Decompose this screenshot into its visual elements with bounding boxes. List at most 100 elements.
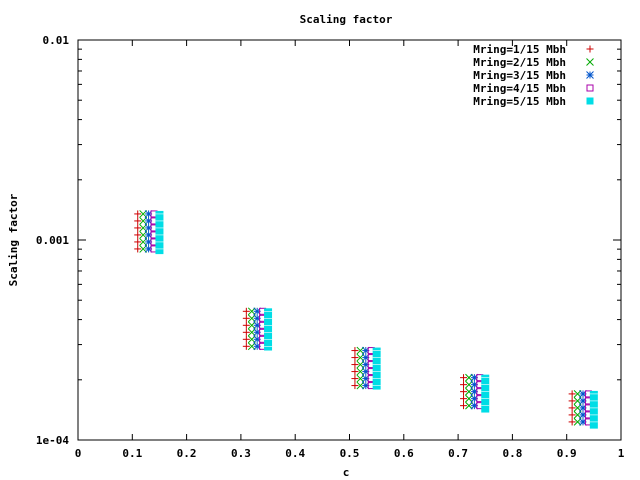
data-point [351,347,359,390]
series-3 [144,210,587,426]
data-points [134,210,598,429]
data-point-range [481,374,490,413]
legend-label: Mring=2/15 Mbh [473,56,566,69]
data-point-marker [247,328,256,337]
series-2 [139,210,582,426]
y-tick-label: 0.01 [43,34,70,47]
data-point-marker [134,224,142,232]
x-axis-label: c [343,466,350,479]
data-point-marker [351,354,359,362]
data-point-marker [139,224,148,232]
data-point-marker [465,380,473,389]
x-tick-label: 0 [75,447,82,460]
data-point-marker [465,394,473,403]
data-point [356,346,365,390]
data-point-marker [247,321,256,330]
data-point-marker [356,360,365,369]
data-point [460,374,468,410]
data-point-marker [139,210,148,218]
x-tick-label: 0.7 [448,447,468,460]
data-point [155,210,164,255]
y-tick-label: 1e-04 [36,434,69,447]
x-tick-label: 1 [618,447,625,460]
legend-label: Mring=4/15 Mbh [473,82,566,95]
data-point-marker [460,402,468,410]
data-point-marker [134,217,142,225]
x-tick-label: 0.2 [177,447,197,460]
x-tick-label: 0.4 [285,447,305,460]
data-point-range [372,347,381,390]
data-point-marker [247,342,256,351]
data-point-marker [573,411,582,419]
data-point-marker [351,368,359,376]
legend-marker [586,84,594,92]
data-point-marker [356,381,365,390]
data-point-marker [460,374,468,382]
data-point-marker [247,335,256,344]
data-point-marker [351,382,359,390]
data-point-marker [351,347,359,355]
data-point-marker [573,390,582,398]
data-point-marker [139,217,148,225]
x-ticks: 0 0.1 0.2 0.3 0.4 0.5 0.6 0.7 0.8 0.9 1 [75,40,625,460]
data-point-marker [356,346,365,355]
data-point-marker [139,245,148,253]
x-tick-label: 0.8 [502,447,522,460]
x-tick-label: 0.1 [122,447,142,460]
data-point-marker [242,314,250,322]
data-point-marker [460,381,468,389]
data-point-marker [568,404,576,412]
x-tick-label: 0.6 [394,447,414,460]
legend-marker [586,58,594,66]
y-ticks: 1e-04 0.001 0.01 [36,34,621,447]
data-point [134,210,142,253]
legend-label: Mring=5/15 Mbh [473,95,566,108]
data-point-marker [134,238,142,246]
data-point-marker [573,397,582,405]
data-point-marker [139,238,148,246]
legend-marker [586,45,594,53]
data-point [481,374,490,413]
data-point-marker [568,397,576,405]
data-point-range [264,308,273,351]
x-tick-label: 0.3 [231,447,251,460]
data-point-marker [573,418,582,426]
data-point [247,307,256,351]
legend-item: Mring=4/15 Mbh [473,82,594,95]
data-point-marker [356,367,365,376]
data-point-marker [568,418,576,426]
legend-item: Mring=3/15 Mbh [473,69,594,82]
data-point-range [589,390,598,429]
data-point-marker [242,321,250,329]
legend-item: Mring=2/15 Mbh [473,56,594,69]
data-point-marker [242,342,250,350]
data-point-marker [356,353,365,362]
legend-item: Mring=1/15 Mbh [473,43,594,56]
legend-marker [586,97,594,105]
data-point-marker [247,314,256,323]
data-point [242,307,250,350]
x-tick-label: 0.5 [340,447,360,460]
data-point [139,210,148,253]
data-point-marker [465,401,473,410]
data-point-marker [351,361,359,369]
x-tick-label: 0.9 [557,447,577,460]
legend-label: Mring=1/15 Mbh [473,43,566,56]
series-5 [155,210,598,429]
data-point-marker [247,307,256,316]
series-1 [134,210,576,426]
data-point-marker [568,390,576,398]
data-point-marker [134,210,142,218]
data-point-marker [356,374,365,383]
data-point-marker [568,411,576,419]
data-point-marker [242,328,250,336]
data-point-marker [134,231,142,239]
data-point [372,347,381,390]
data-point-marker [465,387,473,396]
legend-item: Mring=5/15 Mbh [473,95,594,108]
data-point-marker [460,395,468,403]
data-point-marker [465,373,473,382]
data-point-range [155,210,164,255]
